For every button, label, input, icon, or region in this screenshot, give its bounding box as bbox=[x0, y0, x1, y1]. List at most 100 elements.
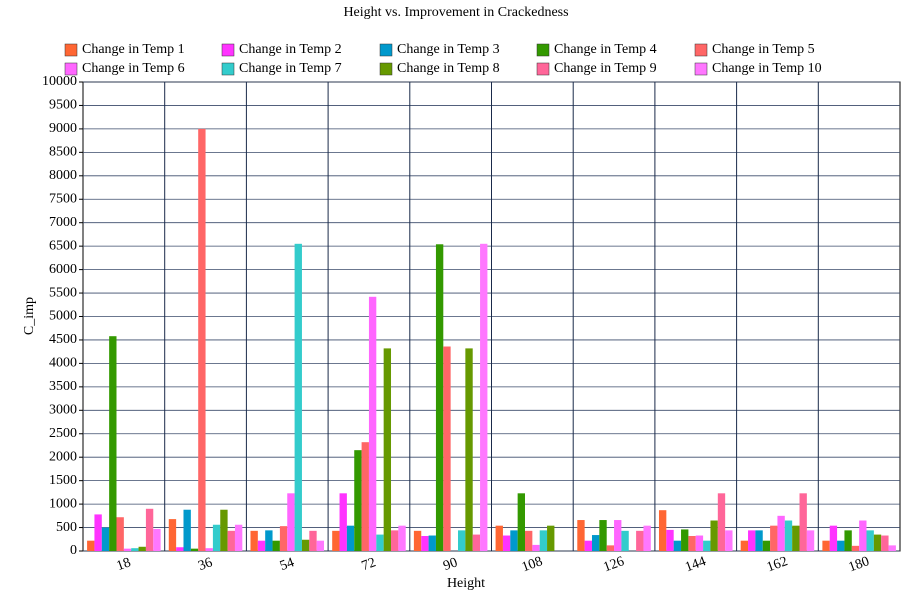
bar bbox=[740, 540, 749, 551]
bar bbox=[480, 243, 488, 551]
bar bbox=[361, 442, 369, 551]
bar bbox=[725, 530, 733, 551]
bar bbox=[443, 346, 451, 551]
legend-label: Change in Temp 2 bbox=[239, 42, 342, 57]
bar bbox=[532, 544, 540, 551]
x-tick-label: 18 bbox=[115, 555, 133, 574]
bar bbox=[176, 547, 184, 551]
bar bbox=[539, 530, 548, 551]
bar bbox=[851, 545, 860, 551]
y-tick-label: 8500 bbox=[49, 145, 77, 160]
bar bbox=[145, 508, 154, 551]
bar bbox=[301, 539, 310, 551]
x-tick-label: 36 bbox=[196, 555, 214, 574]
bar bbox=[777, 515, 785, 551]
bar bbox=[599, 520, 607, 551]
y-tick-label: 9000 bbox=[49, 121, 77, 136]
bar bbox=[717, 493, 726, 551]
bar bbox=[257, 540, 266, 551]
x-tick-label: 126 bbox=[602, 554, 627, 575]
bar bbox=[101, 527, 110, 551]
y-tick-label: 7000 bbox=[49, 215, 77, 230]
y-tick-label: 1000 bbox=[49, 496, 77, 511]
bar bbox=[510, 530, 518, 551]
legend-label: Change in Temp 3 bbox=[397, 42, 500, 57]
legend-swatch bbox=[64, 43, 78, 57]
legend-label: Change in Temp 9 bbox=[554, 61, 657, 76]
bar bbox=[799, 493, 807, 551]
x-tick-label: 180 bbox=[847, 554, 872, 575]
bar bbox=[837, 540, 845, 551]
y-tick-label: 6000 bbox=[49, 262, 77, 277]
legend-swatch bbox=[64, 62, 78, 76]
x-tick-label: 54 bbox=[278, 555, 296, 574]
y-axis-label: C_imp bbox=[22, 297, 37, 335]
bar bbox=[413, 530, 422, 551]
bar bbox=[495, 525, 503, 551]
bar bbox=[428, 535, 436, 551]
bar bbox=[309, 530, 317, 551]
y-tick-label: 0 bbox=[70, 543, 77, 558]
legend-label: Change in Temp 6 bbox=[82, 61, 185, 76]
bar bbox=[621, 530, 629, 551]
bar bbox=[265, 530, 273, 551]
bar bbox=[316, 540, 325, 551]
legend-label: Change in Temp 10 bbox=[712, 61, 822, 76]
bar bbox=[123, 548, 132, 551]
bar bbox=[547, 525, 555, 551]
legend-label: Change in Temp 4 bbox=[554, 42, 657, 57]
bar bbox=[517, 493, 525, 551]
bar bbox=[524, 530, 533, 551]
bar bbox=[391, 530, 399, 551]
bar bbox=[748, 530, 756, 551]
bar bbox=[888, 545, 896, 551]
legend-label: Change in Temp 8 bbox=[397, 61, 500, 76]
legend-swatch bbox=[379, 43, 393, 57]
legend-swatch bbox=[221, 43, 235, 57]
y-tick-label: 6500 bbox=[49, 238, 77, 253]
legend-swatch bbox=[694, 43, 708, 57]
bar bbox=[287, 493, 295, 551]
y-tick-label: 2000 bbox=[49, 449, 77, 464]
bar bbox=[168, 519, 177, 551]
y-tick-label: 1500 bbox=[49, 473, 77, 488]
bar bbox=[502, 535, 511, 551]
bar bbox=[577, 520, 585, 551]
chart-title: Height vs. Improvement in Crackedness bbox=[343, 5, 568, 20]
bar bbox=[94, 514, 102, 551]
bar bbox=[190, 548, 199, 551]
y-tick-label: 5500 bbox=[49, 285, 77, 300]
bar bbox=[866, 530, 874, 551]
bar bbox=[822, 540, 830, 551]
bar bbox=[183, 509, 191, 551]
bar bbox=[220, 509, 228, 551]
bar bbox=[354, 450, 362, 551]
bar bbox=[762, 540, 771, 551]
bar bbox=[806, 530, 815, 551]
y-tick-label: 3500 bbox=[49, 379, 77, 394]
legend-swatch bbox=[536, 62, 550, 76]
legend-label: Change in Temp 5 bbox=[712, 42, 815, 57]
x-tick-label: 144 bbox=[683, 554, 708, 575]
bar bbox=[829, 525, 838, 551]
bar bbox=[695, 535, 704, 551]
bar bbox=[859, 520, 867, 551]
y-tick-label: 3000 bbox=[49, 403, 77, 418]
bar bbox=[272, 540, 280, 551]
bar bbox=[435, 244, 444, 552]
bar bbox=[227, 530, 235, 551]
bar bbox=[643, 525, 651, 551]
y-tick-label: 4500 bbox=[49, 332, 77, 347]
bar bbox=[465, 348, 473, 551]
bar bbox=[658, 510, 667, 551]
x-axis-label: Height bbox=[447, 576, 485, 591]
y-tick-label: 5000 bbox=[49, 309, 77, 324]
bar bbox=[591, 535, 600, 551]
bar bbox=[332, 530, 340, 551]
bar bbox=[666, 529, 674, 551]
bar bbox=[784, 520, 793, 551]
bar bbox=[881, 535, 889, 551]
bar bbox=[153, 528, 161, 551]
x-tick-label: 108 bbox=[520, 554, 545, 575]
